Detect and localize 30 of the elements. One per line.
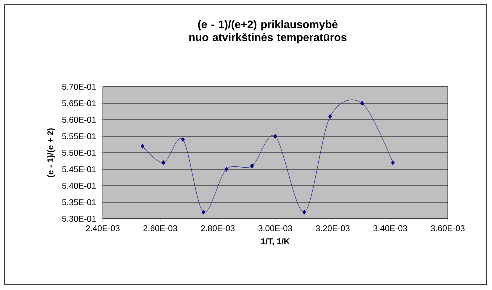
x-tick-label: 3.40E-03 <box>374 226 408 232</box>
point <box>274 134 278 139</box>
point <box>250 164 254 169</box>
point <box>224 167 228 172</box>
x-tick-label: 3.20E-03 <box>316 226 350 232</box>
x-axis-title: 1/T, 1/K <box>261 238 290 246</box>
point <box>360 101 364 106</box>
chart-title: (e - 1)/(e+2) priklausomybė nuo atvirkštinės temperatūros <box>190 20 347 44</box>
x-tick-label: 3.00E-03 <box>258 226 292 232</box>
y-tick-label: 5.50E-01 <box>62 150 96 156</box>
y-tick-label: 5.35E-01 <box>62 200 96 206</box>
x-tick-label: 2.60E-03 <box>144 226 178 232</box>
point <box>202 210 206 215</box>
x-tick-label: 3.60E-03 <box>431 226 465 232</box>
point <box>391 160 395 166</box>
y-tick-label: 5.65E-01 <box>62 100 96 106</box>
y-tick-label: 5.55E-01 <box>62 134 96 140</box>
y-tick-label: 5.40E-01 <box>62 183 96 189</box>
y-tick-label: 5.70E-01 <box>62 84 96 90</box>
y-tick-label: 5.60E-01 <box>62 117 96 123</box>
y-tick-label: 5.30E-01 <box>62 216 96 222</box>
point <box>140 144 145 149</box>
point <box>302 210 306 215</box>
x-tick-label: 2.40E-03 <box>86 226 120 232</box>
point <box>181 137 186 142</box>
x-tick-label: 2.80E-03 <box>201 226 235 232</box>
y-axis-title: (e - 1)/(e + 2) <box>47 128 56 178</box>
point <box>328 114 332 120</box>
point <box>162 160 166 166</box>
y-tick-label: 5.45E-01 <box>62 166 96 172</box>
